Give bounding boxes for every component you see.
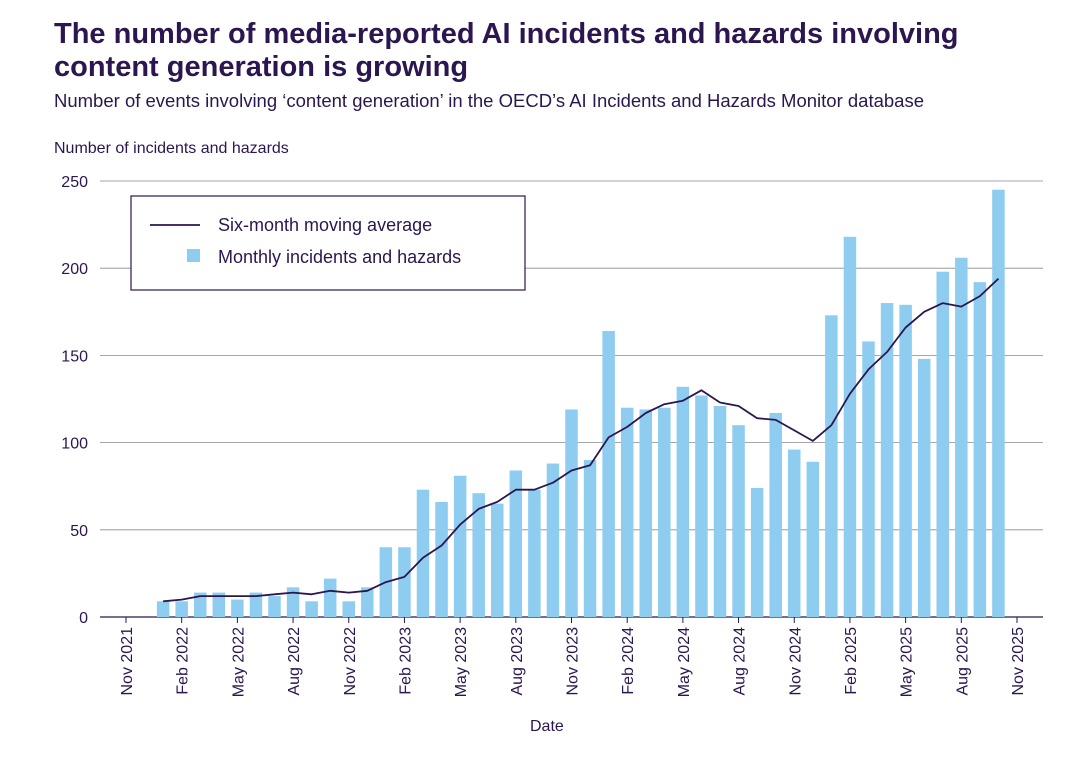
- bar: [194, 592, 207, 617]
- bar: [973, 282, 987, 617]
- bar: [286, 587, 300, 617]
- x-tick-label: May 2022: [230, 627, 247, 697]
- bar: [843, 236, 857, 618]
- x-tick-label: Feb 2023: [397, 627, 414, 695]
- x-tick-label: May 2025: [899, 627, 916, 697]
- bar: [435, 501, 448, 617]
- x-tick-label: Aug 2024: [732, 627, 749, 696]
- x-tick-label: Aug 2022: [286, 627, 303, 696]
- legend-label-monthly: Monthly incidents and hazards: [218, 247, 461, 267]
- bar: [528, 489, 541, 617]
- y-tick-label: 150: [61, 348, 88, 365]
- x-tick-label: May 2023: [453, 627, 470, 697]
- x-axis-label: Date: [530, 718, 564, 735]
- x-tick-label: Feb 2025: [843, 627, 860, 695]
- x-tick-label: May 2024: [676, 627, 693, 697]
- bar: [806, 461, 820, 617]
- bar-series: [156, 189, 1005, 618]
- chart-title: The number of media-reported AI incident…: [54, 18, 959, 83]
- bar: [750, 487, 764, 617]
- bar: [342, 601, 355, 617]
- legend-bar-swatch: [187, 249, 200, 262]
- bar: [955, 257, 968, 617]
- bar: [676, 386, 690, 617]
- bar: [732, 425, 745, 617]
- bar: [862, 341, 875, 617]
- bar: [491, 503, 504, 617]
- bar: [175, 601, 188, 617]
- bar: [788, 449, 801, 617]
- chart-subtitle: Number of events involving ‘content gene…: [54, 90, 924, 111]
- bar: [602, 330, 615, 617]
- x-tick-label: Aug 2025: [954, 627, 971, 696]
- y-tick-label: 0: [79, 610, 88, 627]
- bar: [620, 407, 634, 617]
- y-tick-label: 100: [61, 436, 88, 453]
- bar: [472, 493, 485, 617]
- legend-label-average: Six-month moving average: [218, 215, 432, 235]
- x-tick-label: Nov 2022: [342, 627, 359, 696]
- x-tick-label: Nov 2024: [787, 627, 804, 696]
- bar: [565, 409, 578, 617]
- x-tick-label: Feb 2022: [175, 627, 192, 695]
- bar: [249, 592, 263, 617]
- bar: [713, 405, 727, 617]
- bar: [583, 460, 597, 617]
- bar: [899, 304, 912, 617]
- bar: [992, 189, 1005, 617]
- bar: [509, 470, 523, 617]
- bar: [695, 395, 708, 617]
- moving-average-line: [163, 278, 1000, 603]
- y-tick-labels: 0 50 100 150 200 250: [61, 174, 88, 627]
- bar: [305, 601, 318, 617]
- x-tick-label: Feb 2024: [620, 627, 637, 695]
- bar: [361, 587, 374, 617]
- y-tick-label: 200: [61, 261, 88, 278]
- bar: [769, 412, 782, 617]
- bar: [323, 578, 337, 617]
- legend: Six-month moving average Monthly inciden…: [130, 195, 526, 291]
- bar: [156, 601, 170, 617]
- bar: [231, 599, 244, 617]
- bar: [639, 409, 652, 617]
- y-tick-label: 50: [70, 523, 88, 540]
- bar: [880, 303, 894, 617]
- bar: [917, 358, 931, 617]
- x-tick-label: Nov 2023: [565, 627, 582, 696]
- bar: [936, 271, 949, 617]
- bar: [453, 475, 467, 617]
- bar: [825, 315, 838, 617]
- bar: [268, 596, 281, 617]
- moving-average-series: [163, 278, 1000, 603]
- bar: [398, 547, 411, 617]
- bar: [658, 407, 671, 617]
- x-tick-label: Nov 2021: [119, 627, 136, 696]
- x-tick-label: Aug 2023: [509, 627, 526, 696]
- bar: [212, 592, 226, 617]
- x-tick-label: Nov 2025: [1010, 627, 1027, 696]
- y-tick-label: 250: [61, 174, 88, 191]
- bar: [416, 489, 430, 617]
- y-axis-label: Number of incidents and hazards: [54, 140, 289, 157]
- legend-box: [130, 195, 526, 291]
- x-tick-labels: Nov 2021 Feb 2022 May 2022 Aug 2022 Nov 2022…: [119, 627, 1027, 697]
- bar: [546, 463, 560, 617]
